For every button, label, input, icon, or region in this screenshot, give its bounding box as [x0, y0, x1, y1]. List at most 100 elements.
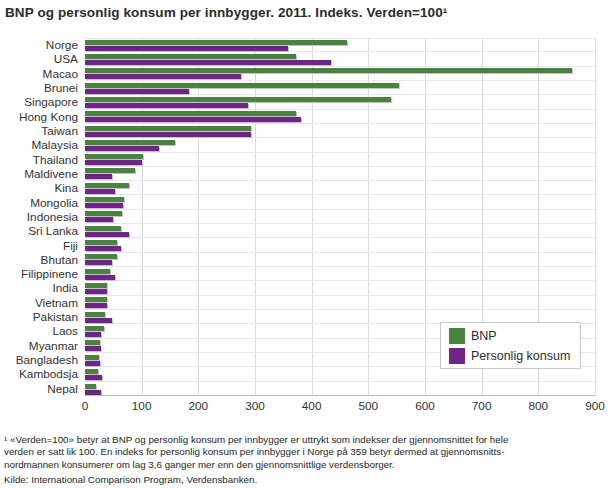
- konsum-bar: [85, 117, 301, 122]
- bnp-bar: [85, 40, 347, 45]
- bar-group: [85, 253, 595, 267]
- footnote: ¹ «Verden=100» betyr at BNP og personlig…: [4, 434, 606, 486]
- category-label: Thailand: [0, 153, 85, 167]
- konsum-swatch-icon: [449, 348, 465, 364]
- category-label: Myanmar: [0, 339, 85, 353]
- konsum-bar: [85, 346, 101, 351]
- bnp-bar: [85, 154, 143, 159]
- chart-row: Macao: [0, 67, 595, 81]
- konsum-bar: [85, 174, 112, 179]
- legend-label-bnp: BNP: [471, 329, 497, 343]
- chart-row: Bhutan: [0, 253, 595, 267]
- konsum-bar: [85, 46, 288, 51]
- category-label: Kina: [0, 181, 85, 195]
- x-tick-label: 200: [188, 399, 208, 413]
- footnote-line: nordmannen konsumerer om lag 3,6 ganger …: [4, 459, 606, 471]
- chart-row: Thailand: [0, 153, 595, 167]
- legend-item-konsum: Personlig konsum: [449, 348, 580, 364]
- legend-item-bnp: BNP: [449, 328, 580, 344]
- bar-group: [85, 110, 595, 124]
- konsum-bar: [85, 103, 248, 108]
- bnp-bar: [85, 355, 99, 360]
- bnp-bar: [85, 312, 105, 317]
- konsum-bar: [85, 361, 100, 366]
- chart-row: Fiji: [0, 238, 595, 252]
- chart-row: Nepal: [0, 382, 595, 396]
- chart-row: Brunei: [0, 81, 595, 95]
- bar-group: [85, 95, 595, 109]
- konsum-bar: [85, 146, 159, 151]
- bnp-bar: [85, 183, 129, 188]
- bnp-bar: [85, 240, 117, 245]
- bar-group: [85, 367, 595, 381]
- bar-group: [85, 281, 595, 295]
- chart-row: Filippinene: [0, 267, 595, 281]
- category-label: Laos: [0, 324, 85, 338]
- chart-row: USA: [0, 52, 595, 66]
- bar-group: [85, 181, 595, 195]
- category-label: India: [0, 281, 85, 295]
- legend: BNP Personlig konsum: [440, 322, 581, 369]
- bnp-bar: [85, 384, 96, 389]
- bar-group: [85, 238, 595, 252]
- bnp-bar: [85, 369, 98, 374]
- x-tick-label: 800: [528, 399, 548, 413]
- konsum-bar: [85, 189, 115, 194]
- bar-group: [85, 267, 595, 281]
- category-label: Nepal: [0, 382, 85, 396]
- bnp-swatch-icon: [449, 328, 465, 344]
- bar-group: [85, 224, 595, 238]
- konsum-bar: [85, 132, 251, 137]
- category-label: Hong Kong: [0, 110, 85, 124]
- bar-group: [85, 52, 595, 66]
- chart-row: Sri Lanka: [0, 224, 595, 238]
- x-axis-line: [85, 395, 595, 396]
- bnp-bar: [85, 297, 107, 302]
- x-tick-label: 400: [302, 399, 322, 413]
- konsum-bar: [85, 318, 112, 323]
- bar-group: [85, 195, 595, 209]
- bar-group: [85, 124, 595, 138]
- bnp-bar: [85, 83, 399, 88]
- konsum-bar: [85, 303, 107, 308]
- bnp-bar: [85, 254, 117, 259]
- chart-row: Kina: [0, 181, 595, 195]
- konsum-bar: [85, 260, 112, 265]
- x-tick-label: 600: [415, 399, 435, 413]
- footnote-line: ¹ «Verden=100» betyr at BNP og personlig…: [4, 434, 606, 446]
- x-tick-label: 700: [472, 399, 492, 413]
- konsum-bar: [85, 289, 107, 294]
- category-label: Norge: [0, 38, 85, 52]
- category-label: Indonesia: [0, 210, 85, 224]
- chart-row: Malaysia: [0, 138, 595, 152]
- chart-row: Mongolia: [0, 195, 595, 209]
- konsum-bar: [85, 246, 121, 251]
- chart-row: Singapore: [0, 95, 595, 109]
- bar-group: [85, 67, 595, 81]
- chart-title: BNP og personlig konsum per innbygger. 2…: [5, 5, 605, 20]
- category-label: Sri Lanka: [0, 224, 85, 238]
- category-label: Filippinene: [0, 267, 85, 281]
- bnp-bar: [85, 68, 572, 73]
- konsum-bar: [85, 375, 102, 380]
- bnp-bar: [85, 54, 296, 59]
- bnp-bar: [85, 211, 122, 216]
- category-label: Kambodsja: [0, 367, 85, 381]
- x-tick-label: 0: [82, 399, 89, 413]
- category-label: Pakistan: [0, 310, 85, 324]
- bar-group: [85, 382, 595, 396]
- bnp-bar: [85, 111, 296, 116]
- gridline-900: [595, 38, 596, 396]
- bnp-bar: [85, 226, 121, 231]
- chart-row: Indonesia: [0, 210, 595, 224]
- konsum-bar: [85, 60, 331, 65]
- bar-group: [85, 81, 595, 95]
- konsum-bar: [85, 217, 113, 222]
- x-axis-ticks: 0100200300400500600700800900: [85, 399, 595, 415]
- chart-row: India: [0, 281, 595, 295]
- chart-row: Vietnam: [0, 296, 595, 310]
- bar-group: [85, 210, 595, 224]
- x-tick-label: 500: [358, 399, 378, 413]
- category-label: Vietnam: [0, 296, 85, 310]
- bnp-bar: [85, 340, 100, 345]
